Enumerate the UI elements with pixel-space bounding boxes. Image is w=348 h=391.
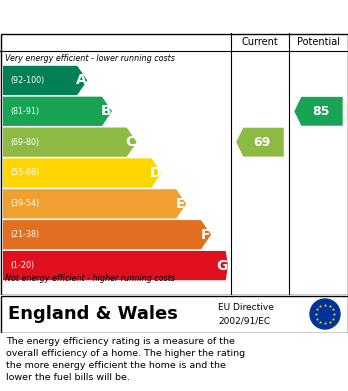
Text: Energy Efficiency Rating: Energy Efficiency Rating [8, 9, 218, 24]
Text: (1-20): (1-20) [10, 261, 34, 270]
Polygon shape [3, 158, 161, 188]
Text: D: D [150, 166, 161, 180]
Text: Very energy efficient - lower running costs: Very energy efficient - lower running co… [5, 54, 175, 63]
Text: (21-38): (21-38) [10, 230, 39, 239]
Text: E: E [175, 197, 185, 211]
Text: C: C [126, 135, 136, 149]
Text: (81-91): (81-91) [10, 107, 39, 116]
Polygon shape [3, 66, 87, 95]
Polygon shape [3, 189, 186, 219]
Text: 69: 69 [253, 136, 271, 149]
Text: EU Directive: EU Directive [218, 303, 274, 312]
Polygon shape [3, 127, 137, 157]
Text: (55-68): (55-68) [10, 169, 39, 178]
Text: (69-80): (69-80) [10, 138, 39, 147]
Text: Not energy efficient - higher running costs: Not energy efficient - higher running co… [5, 274, 175, 283]
Polygon shape [3, 220, 211, 249]
Text: Potential: Potential [297, 37, 340, 47]
Polygon shape [294, 97, 343, 126]
Text: England & Wales: England & Wales [8, 305, 178, 323]
Text: (39-54): (39-54) [10, 199, 39, 208]
Text: The energy efficiency rating is a measure of the
overall efficiency of a home. T: The energy efficiency rating is a measur… [6, 337, 245, 382]
Text: 85: 85 [312, 105, 329, 118]
Polygon shape [3, 251, 228, 280]
Text: A: A [76, 74, 87, 88]
Text: G: G [216, 258, 228, 273]
Polygon shape [3, 97, 112, 126]
Text: 2002/91/EC: 2002/91/EC [218, 316, 270, 325]
Text: Current: Current [242, 37, 278, 47]
Circle shape [310, 299, 340, 329]
Text: B: B [101, 104, 111, 118]
Text: (92-100): (92-100) [10, 76, 44, 85]
Polygon shape [236, 128, 284, 156]
Text: F: F [200, 228, 210, 242]
